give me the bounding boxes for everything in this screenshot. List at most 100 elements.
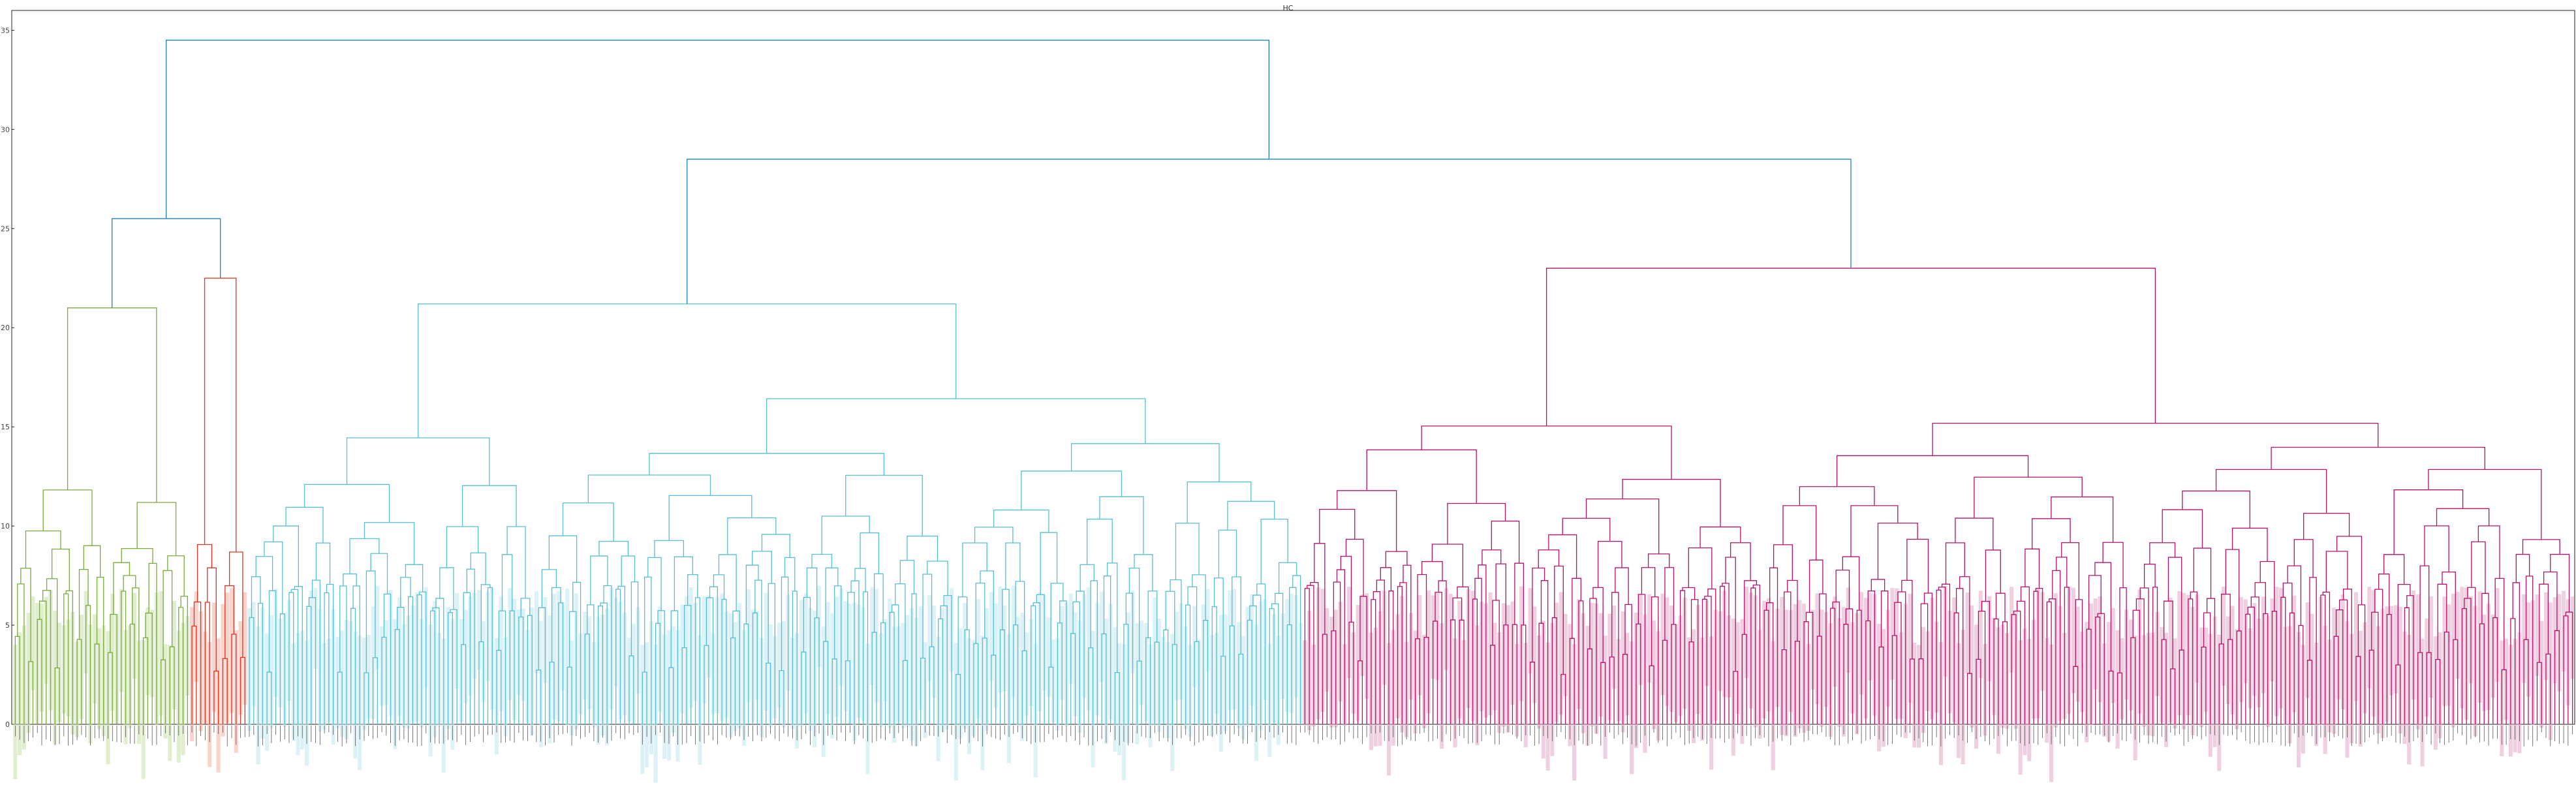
dendrogram-link — [2333, 636, 2339, 724]
leaf-fill — [1890, 588, 1895, 680]
dendrogram-link — [67, 307, 157, 503]
dendrogram-link — [649, 453, 885, 476]
dendrogram-link — [644, 576, 652, 724]
dendrogram-link — [907, 535, 939, 562]
dendrogram-link — [2033, 591, 2039, 724]
dendrogram-link — [255, 556, 273, 591]
dendrogram-link — [587, 604, 595, 724]
dendrogram-link — [85, 605, 91, 724]
dendrogram-link — [1087, 518, 1113, 565]
dendrogram-link — [957, 596, 968, 675]
dendrogram-link — [446, 526, 479, 568]
dendrogram-link — [435, 598, 444, 724]
dendrogram-link — [315, 542, 331, 585]
dendrogram-link — [615, 589, 621, 724]
dendrogram-link — [2064, 587, 2070, 724]
dendrogram-link — [1474, 577, 1482, 724]
dendrogram-link — [2282, 582, 2293, 613]
dendrogram-link — [845, 660, 851, 724]
dendrogram-link — [1688, 547, 1713, 589]
dendrogram-link — [2289, 612, 2295, 724]
leaf-fill — [1970, 605, 1974, 728]
dendrogram-link — [922, 574, 933, 658]
dendrogram-link — [1491, 520, 1520, 564]
dendrogram-link — [1773, 544, 1793, 581]
dendrogram-link — [350, 608, 356, 724]
dendrogram-link — [854, 568, 866, 592]
dendrogram-link — [1048, 666, 1054, 724]
dendrogram-link — [814, 617, 820, 724]
dendrogram-link — [1578, 600, 1584, 724]
dendrogram-link — [1976, 658, 1981, 724]
dendrogram-link — [871, 632, 877, 724]
dendrogram-link — [498, 610, 506, 724]
leaf-fill — [31, 596, 35, 690]
dendrogram-link — [463, 592, 471, 724]
dendrogram-link — [222, 658, 228, 724]
dendrogram-link — [163, 570, 173, 660]
dendrogram-link — [2247, 606, 2256, 724]
dendrogram-link — [1647, 553, 1670, 568]
dendrogram-link — [732, 610, 740, 724]
dendrogram-link — [279, 613, 285, 724]
dendrogram-link — [1403, 564, 1412, 724]
dendrogram-link — [2231, 527, 2268, 562]
y-tick-label: 20 — [1, 324, 10, 332]
dendrogram-link — [364, 522, 415, 565]
y-tick-label: 0 — [5, 720, 10, 729]
y-tick-label: 30 — [1, 125, 10, 134]
dendrogram-link — [2428, 469, 2542, 540]
dendrogram-link — [1172, 644, 1177, 724]
dendrogram-link — [1447, 502, 1506, 545]
leaf-fill — [2221, 586, 2226, 686]
dendrogram-link — [2306, 660, 2312, 724]
dendrogram-link — [1489, 645, 1496, 724]
leaf-fill — [1647, 594, 1652, 683]
dendrogram-link — [37, 619, 42, 724]
dendrogram-link — [1877, 523, 1918, 579]
dendrogram-link — [647, 557, 662, 611]
dendrogram-link — [1532, 567, 1545, 662]
dendrogram-link — [2032, 518, 2071, 549]
leaf-fill — [2071, 587, 2075, 694]
dendrogram-link — [2479, 623, 2485, 724]
leaf-fill — [375, 585, 380, 670]
dendrogram-link — [1218, 529, 1237, 578]
dendrogram-link — [2094, 562, 2112, 671]
leaf-fill — [843, 601, 848, 711]
dendrogram-link — [1920, 603, 1929, 724]
dendrogram-link — [668, 667, 674, 724]
dendrogram-link — [584, 633, 590, 724]
leaf-fill — [1563, 613, 1568, 696]
dendrogram-link — [1548, 534, 1577, 579]
dendrogram-link — [470, 552, 486, 585]
leaf-fill — [1745, 586, 1749, 678]
dendrogram-link — [1438, 580, 1447, 724]
dendrogram-link — [2108, 670, 2114, 724]
dendrogram-link — [408, 596, 414, 724]
dendrogram-link — [1340, 555, 1352, 623]
dendrogram-link — [991, 654, 997, 724]
dendrogram-link — [28, 661, 34, 724]
dendrogram-link — [1615, 567, 1629, 605]
dendrogram-link — [2437, 583, 2447, 660]
dendrogram-link — [326, 583, 334, 724]
dendrogram-link — [1682, 587, 1696, 600]
dendrogram-link — [1013, 624, 1019, 724]
leaf-fill — [476, 590, 481, 670]
dendrogram-link — [806, 567, 818, 618]
leaf-fill — [211, 602, 216, 712]
dendrogram-link — [1211, 606, 1217, 724]
leaf-fill — [1046, 617, 1051, 697]
dendrogram-links — [14, 39, 2573, 724]
dendrogram-link — [129, 623, 135, 724]
dendrogram-link — [2056, 557, 2068, 588]
dendrogram-link — [1433, 621, 1438, 724]
dendrogram-link — [2309, 577, 2317, 724]
dendrogram-link — [2397, 583, 2411, 666]
dendrogram-link — [1941, 583, 1951, 724]
dendrogram-link — [2061, 542, 2080, 600]
dendrogram-link — [603, 585, 612, 724]
dendrogram-link — [1106, 562, 1118, 673]
